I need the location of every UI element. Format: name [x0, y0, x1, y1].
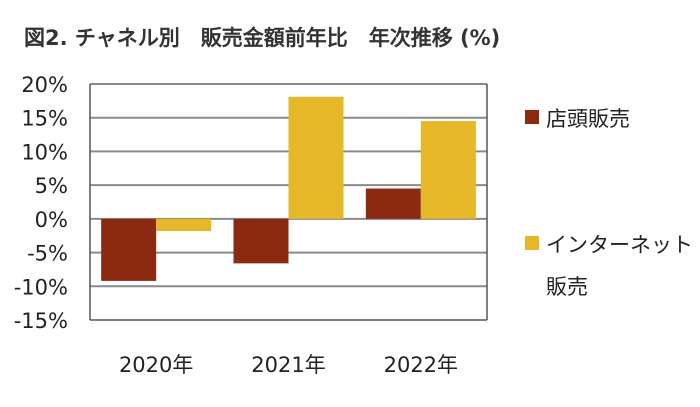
bars — [101, 96, 476, 281]
y-tick-label: 0% — [35, 208, 68, 232]
legend-label: インターネット — [546, 233, 693, 257]
legend-swatch — [525, 236, 539, 250]
legend-swatch — [525, 110, 539, 124]
legend-label: 店頭販売 — [546, 107, 630, 131]
bar — [233, 218, 289, 264]
x-axis-ticks: 2020年 2021年 2022年 — [119, 353, 458, 377]
x-tick-label: 2022年 — [384, 353, 458, 377]
plot-frame — [89, 84, 488, 321]
y-tick-label: -5% — [27, 242, 68, 266]
y-tick-label: 5% — [35, 174, 68, 198]
bar — [288, 96, 344, 219]
y-tick-label: 15% — [21, 107, 68, 131]
bar — [156, 218, 212, 231]
y-axis-ticks: 20% 15% 10% 5% 0% -5% -10% -15% — [14, 73, 68, 333]
x-tick-label: 2020年 — [119, 353, 193, 377]
y-tick-label: -10% — [14, 275, 68, 299]
y-tick-label: 20% — [21, 73, 68, 97]
bar — [365, 188, 421, 219]
bar — [420, 121, 476, 219]
x-tick-label: 2021年 — [251, 353, 325, 377]
y-tick-label: 10% — [21, 140, 68, 164]
y-tick-label: -15% — [14, 309, 68, 333]
legend-label: 販売 — [546, 275, 588, 299]
chart-title: 図2. チャネル別 販売金額前年比 年次推移 (%) — [24, 26, 501, 50]
bar — [101, 218, 157, 281]
